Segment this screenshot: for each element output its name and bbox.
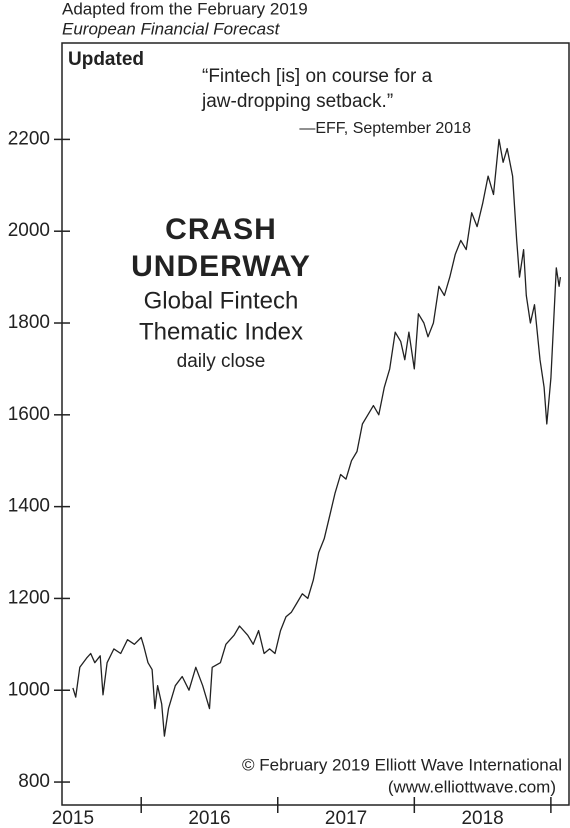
plot-frame xyxy=(61,42,570,806)
header-line: Adapted from the February 2019 xyxy=(62,0,308,18)
y-tick-label: 2200 xyxy=(8,128,50,149)
x-tick-label: 2018 xyxy=(461,808,503,828)
y-tick-label: 1000 xyxy=(8,679,50,700)
x-tick-label: 2017 xyxy=(325,808,367,828)
quote-source: —EFF, September 2018 xyxy=(299,120,471,137)
header-line: European Financial Forecast xyxy=(62,19,281,38)
subtitle: daily close xyxy=(177,351,266,372)
credit: © February 2019 Elliott Wave Internation… xyxy=(242,755,562,774)
subtitle: Thematic Index xyxy=(139,318,303,345)
y-tick-label: 2000 xyxy=(8,220,50,241)
y-tick-label: 1200 xyxy=(8,587,50,608)
x-tick-label: 2015 xyxy=(52,808,94,828)
title: CRASH xyxy=(165,213,277,246)
badge: Updated xyxy=(68,49,144,70)
quote: jaw-dropping setback.” xyxy=(201,91,393,112)
x-tick-label: 2016 xyxy=(188,808,230,828)
title: UNDERWAY xyxy=(131,250,311,283)
quote: “Fintech [is] on course for a xyxy=(202,66,433,87)
index-line xyxy=(72,138,562,737)
credit: (www.elliottwave.com) xyxy=(388,777,556,796)
y-tick-label: 1400 xyxy=(8,496,50,517)
y-tick-label: 1600 xyxy=(8,404,50,425)
subtitle: Global Fintech xyxy=(144,287,299,314)
y-tick-label: 800 xyxy=(18,771,50,792)
y-tick-label: 1800 xyxy=(8,312,50,333)
